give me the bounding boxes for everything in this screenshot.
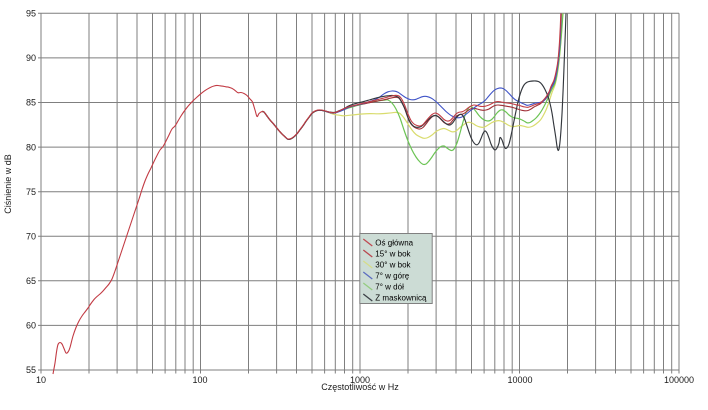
- svg-text:55: 55: [26, 365, 36, 375]
- svg-text:90: 90: [26, 53, 36, 63]
- svg-text:Ciśnienie w dB: Ciśnienie w dB: [3, 154, 13, 214]
- svg-text:70: 70: [26, 231, 36, 241]
- svg-text:Z maskownicą: Z maskownicą: [375, 294, 427, 303]
- svg-text:1000: 1000: [350, 375, 370, 385]
- svg-text:75: 75: [26, 187, 36, 197]
- svg-text:80: 80: [26, 142, 36, 152]
- svg-text:60: 60: [26, 321, 36, 331]
- svg-text:Oś główna: Oś główna: [375, 239, 413, 248]
- svg-text:7° w górę: 7° w górę: [375, 272, 409, 281]
- svg-text:Częstotliwość w Hz: Częstotliwość w Hz: [321, 382, 399, 392]
- svg-text:100000: 100000: [664, 375, 694, 385]
- svg-text:10000: 10000: [507, 375, 532, 385]
- svg-text:15° w bok: 15° w bok: [375, 250, 411, 259]
- svg-text:10: 10: [36, 375, 46, 385]
- svg-text:7° w dół: 7° w dół: [375, 283, 404, 292]
- svg-text:65: 65: [26, 276, 36, 286]
- svg-text:30° w bok: 30° w bok: [375, 261, 411, 270]
- svg-text:85: 85: [26, 98, 36, 108]
- svg-text:100: 100: [192, 375, 207, 385]
- svg-text:95: 95: [26, 9, 36, 19]
